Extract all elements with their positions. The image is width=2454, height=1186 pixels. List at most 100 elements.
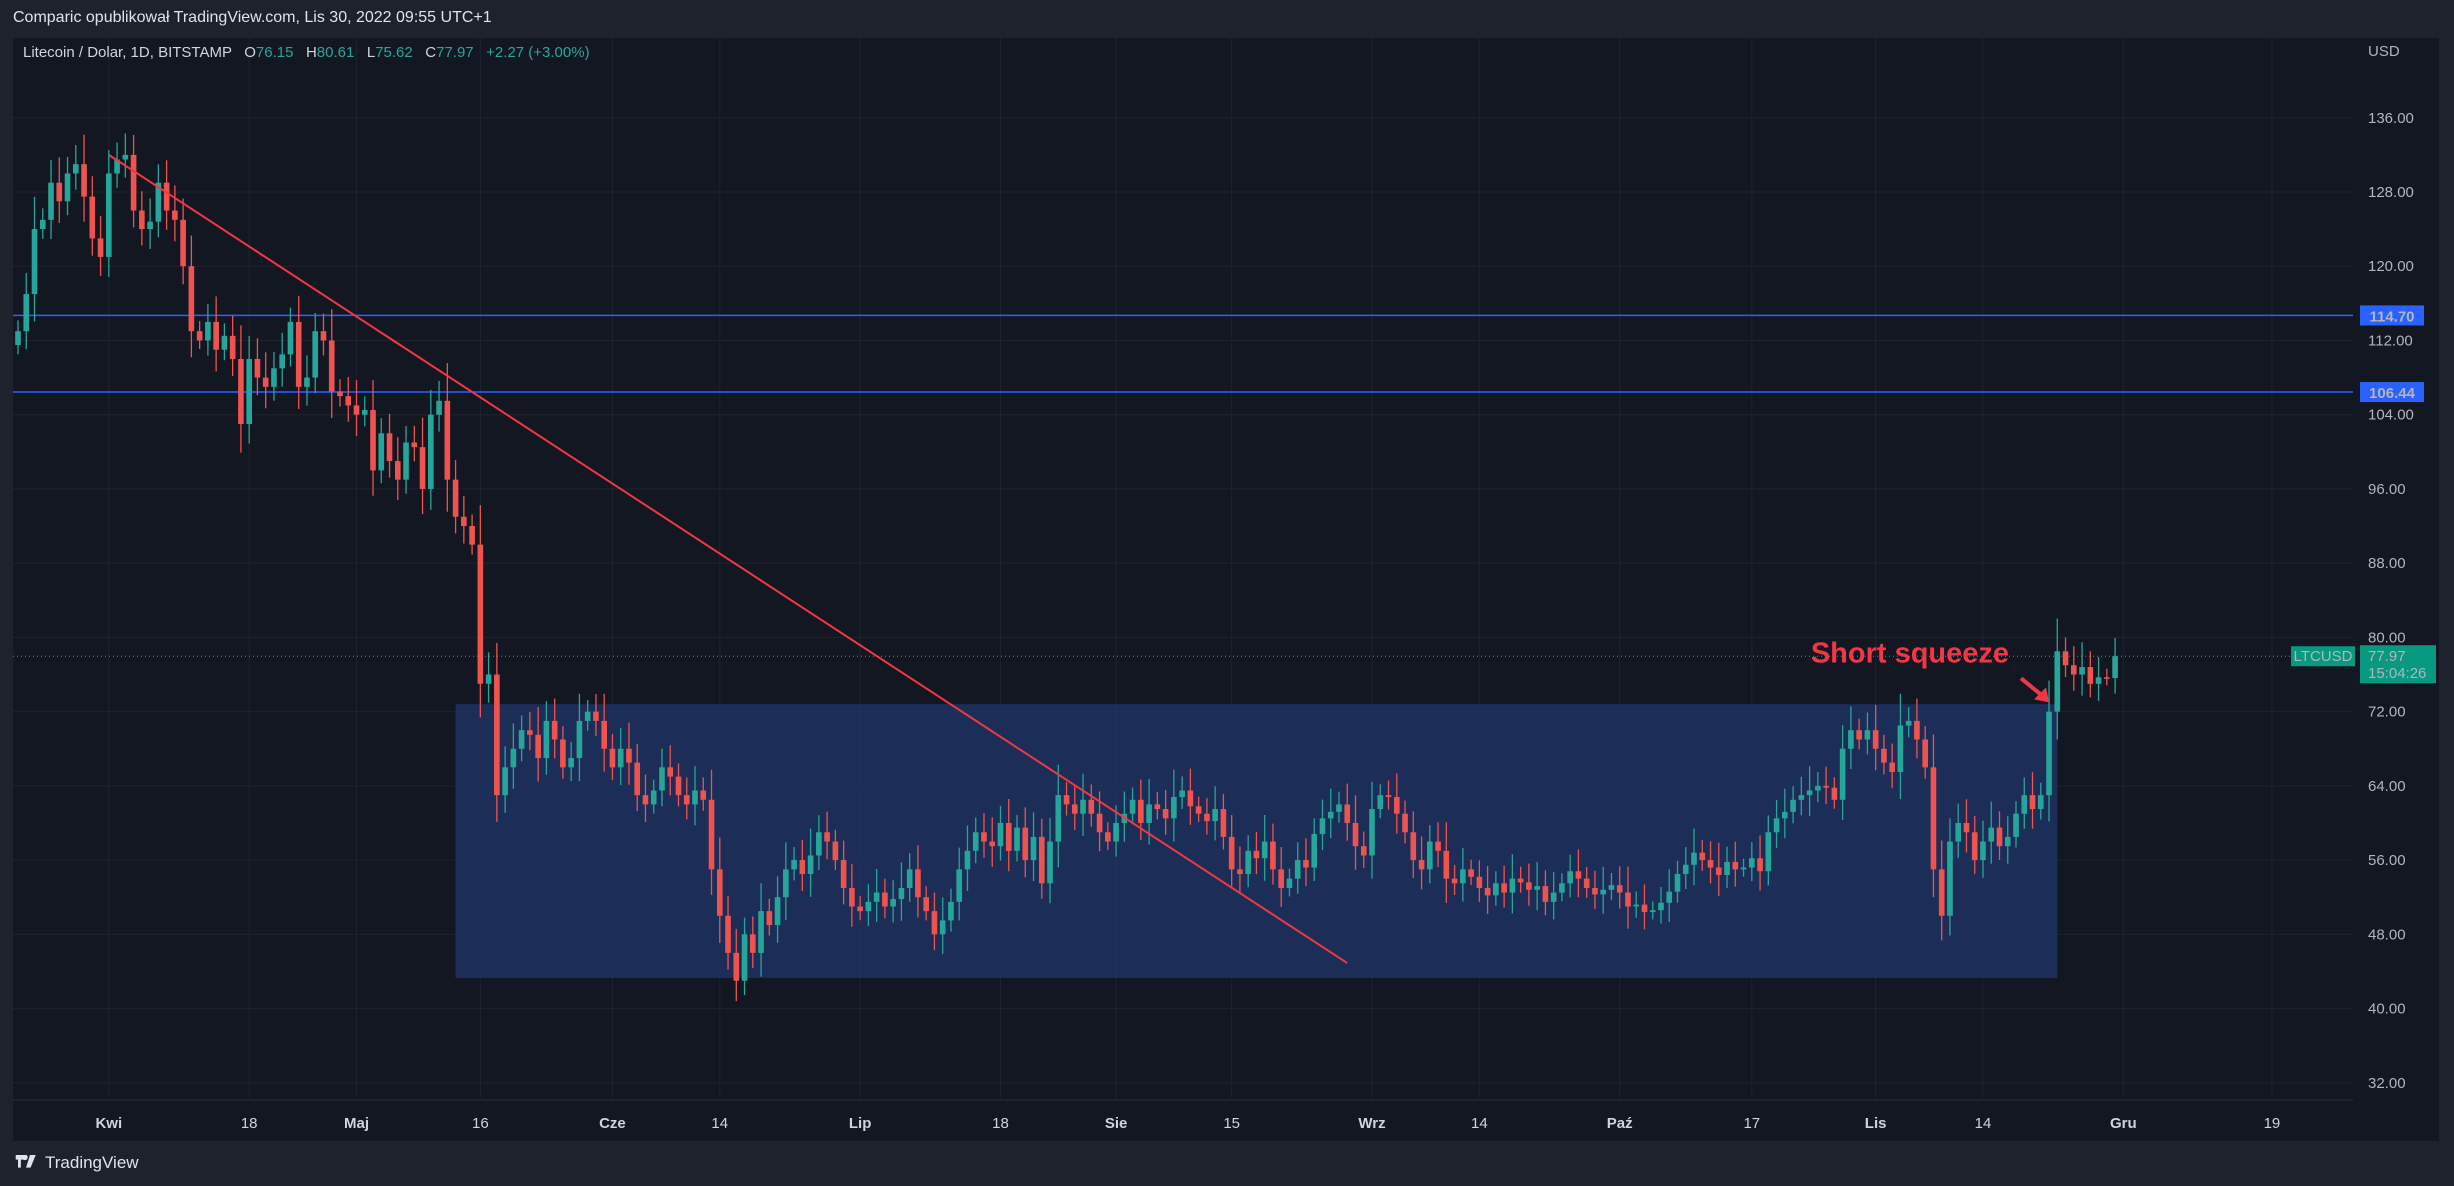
candle-body[interactable]	[989, 841, 996, 847]
candle-body[interactable]	[48, 182, 54, 220]
candle-body[interactable]	[1823, 785, 1829, 788]
candle-body[interactable]	[593, 711, 599, 721]
candle-body[interactable]	[411, 442, 418, 448]
candle-body[interactable]	[172, 210, 178, 220]
candle-body[interactable]	[1666, 891, 1673, 903]
candle-body[interactable]	[1930, 767, 1937, 870]
candle-body[interactable]	[1443, 850, 1450, 879]
candle-body[interactable]	[1460, 869, 1466, 884]
candle-body[interactable]	[1311, 834, 1318, 868]
candle-body[interactable]	[1905, 720, 1912, 726]
candle-body[interactable]	[1096, 813, 1103, 833]
chart-area[interactable]: Short squeeze USD 136.00 128.00 120.00 112.00…	[13, 38, 2439, 1141]
candle-body[interactable]	[997, 822, 1004, 847]
candle-body[interactable]	[1410, 832, 1417, 861]
candle-body[interactable]	[1261, 841, 1268, 859]
candle-body[interactable]	[1542, 886, 1549, 902]
candle-body[interactable]	[56, 182, 63, 202]
candle-body[interactable]	[122, 154, 129, 160]
candle-body[interactable]	[716, 869, 723, 916]
candle-body[interactable]	[1740, 867, 1747, 870]
candle-body[interactable]	[271, 368, 277, 387]
candle-body[interactable]	[1971, 832, 1978, 861]
candle-body[interactable]	[1047, 841, 1053, 884]
candle-body[interactable]	[667, 767, 674, 777]
candle-body[interactable]	[1427, 841, 1433, 870]
candle-body[interactable]	[419, 447, 426, 489]
candle-body[interactable]	[106, 173, 112, 257]
candle-body[interactable]	[650, 790, 657, 805]
candle-body[interactable]	[361, 410, 368, 415]
candle-body[interactable]	[1030, 836, 1037, 861]
candle-body[interactable]	[1476, 876, 1483, 888]
candle-body[interactable]	[428, 414, 434, 489]
candle-body[interactable]	[205, 321, 211, 341]
candle-body[interactable]	[31, 229, 38, 295]
candle-body[interactable]	[328, 340, 335, 392]
candle-body[interactable]	[163, 182, 170, 211]
candle-body[interactable]	[1633, 904, 1640, 907]
candle-body[interactable]	[1360, 846, 1367, 856]
candle-body[interactable]	[1509, 878, 1516, 893]
candle-body[interactable]	[2079, 667, 2085, 675]
candle-body[interactable]	[1435, 841, 1441, 851]
candle-body[interactable]	[1848, 730, 1854, 749]
candle-body[interactable]	[551, 720, 558, 740]
candle-body[interactable]	[1806, 790, 1813, 796]
candle-body[interactable]	[2029, 795, 2036, 810]
candle-body[interactable]	[1005, 822, 1012, 851]
trend-line[interactable]	[108, 154, 1348, 964]
candle-body[interactable]	[733, 952, 740, 981]
candle-body[interactable]	[1468, 869, 1474, 877]
candle-body[interactable]	[287, 321, 294, 355]
candle-body[interactable]	[981, 832, 987, 842]
candle-body[interactable]	[576, 720, 583, 759]
candle-body[interactable]	[2021, 795, 2028, 814]
candle-body[interactable]	[1831, 787, 1838, 800]
candle-body[interactable]	[948, 901, 954, 921]
candle-body[interactable]	[1674, 874, 1681, 892]
candle-body[interactable]	[64, 173, 71, 202]
candle-body[interactable]	[1327, 811, 1334, 819]
candle-body[interactable]	[1649, 910, 1656, 913]
candle-body[interactable]	[147, 221, 153, 230]
candle-body[interactable]	[180, 219, 186, 267]
candle-body[interactable]	[758, 911, 764, 953]
candle-body[interactable]	[89, 196, 96, 239]
candle-body[interactable]	[1385, 795, 1392, 797]
candle-body[interactable]	[1682, 864, 1689, 875]
candle-body[interactable]	[601, 720, 607, 749]
candle-body[interactable]	[816, 832, 822, 856]
candle-body[interactable]	[155, 182, 162, 222]
candle-body[interactable]	[2062, 651, 2069, 666]
candle-body[interactable]	[353, 405, 360, 415]
candle-body[interactable]	[890, 899, 896, 907]
candle-body[interactable]	[832, 841, 839, 861]
candle-body[interactable]	[279, 354, 286, 369]
candle-body[interactable]	[1377, 795, 1384, 810]
candle-body[interactable]	[1625, 892, 1631, 907]
candle-body[interactable]	[1154, 804, 1161, 810]
candle-body[interactable]	[1658, 902, 1664, 911]
candle-body[interactable]	[2095, 677, 2102, 684]
candle-body[interactable]	[229, 335, 236, 360]
candle-body[interactable]	[1798, 795, 1805, 800]
candle-body[interactable]	[2070, 665, 2077, 675]
candle-body[interactable]	[1963, 822, 1970, 833]
candle-body[interactable]	[114, 159, 120, 174]
candle-body[interactable]	[1088, 799, 1095, 814]
candle-body[interactable]	[939, 920, 946, 935]
candle-body[interactable]	[1757, 858, 1763, 872]
candle-body[interactable]	[1055, 795, 1062, 842]
candle-body[interactable]	[1790, 799, 1796, 812]
candle-body[interactable]	[675, 776, 682, 796]
candle-body[interactable]	[1872, 730, 1879, 749]
candle-body[interactable]	[2013, 813, 2019, 837]
candle-body[interactable]	[2004, 836, 2011, 847]
candle-body[interactable]	[1732, 861, 1739, 870]
candle-body[interactable]	[882, 892, 888, 907]
candle-body[interactable]	[617, 748, 624, 768]
candle-body[interactable]	[1253, 850, 1260, 859]
candle-body[interactable]	[2087, 667, 2094, 684]
candle-body[interactable]	[1228, 836, 1235, 870]
